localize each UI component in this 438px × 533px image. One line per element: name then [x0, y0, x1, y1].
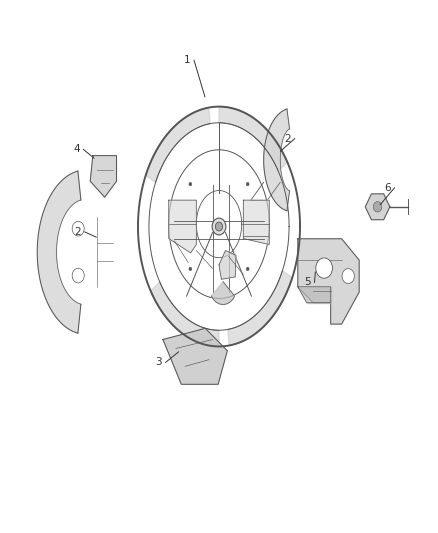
Circle shape: [72, 268, 84, 283]
Polygon shape: [298, 239, 359, 324]
Circle shape: [342, 269, 354, 284]
Text: 4: 4: [73, 144, 80, 154]
Polygon shape: [228, 271, 292, 345]
Polygon shape: [212, 281, 235, 304]
Circle shape: [189, 182, 192, 186]
Text: 1: 1: [184, 55, 191, 65]
Polygon shape: [219, 107, 287, 171]
Polygon shape: [244, 200, 269, 245]
Circle shape: [373, 201, 382, 212]
Polygon shape: [169, 200, 196, 253]
Polygon shape: [298, 287, 331, 303]
Text: 3: 3: [155, 358, 162, 367]
Polygon shape: [146, 108, 210, 182]
Circle shape: [246, 182, 249, 186]
Text: 6: 6: [385, 183, 391, 192]
Text: 5: 5: [304, 278, 311, 287]
Circle shape: [189, 267, 192, 271]
Text: 2: 2: [74, 227, 81, 237]
Circle shape: [246, 267, 249, 271]
Polygon shape: [163, 328, 227, 384]
Circle shape: [316, 258, 332, 278]
Polygon shape: [264, 109, 290, 211]
Polygon shape: [90, 156, 117, 197]
Polygon shape: [151, 282, 219, 346]
Polygon shape: [365, 194, 390, 220]
Circle shape: [212, 218, 226, 235]
Polygon shape: [219, 251, 236, 279]
Polygon shape: [37, 171, 81, 333]
Circle shape: [215, 222, 223, 231]
Text: 2: 2: [285, 134, 291, 143]
Circle shape: [72, 221, 84, 236]
